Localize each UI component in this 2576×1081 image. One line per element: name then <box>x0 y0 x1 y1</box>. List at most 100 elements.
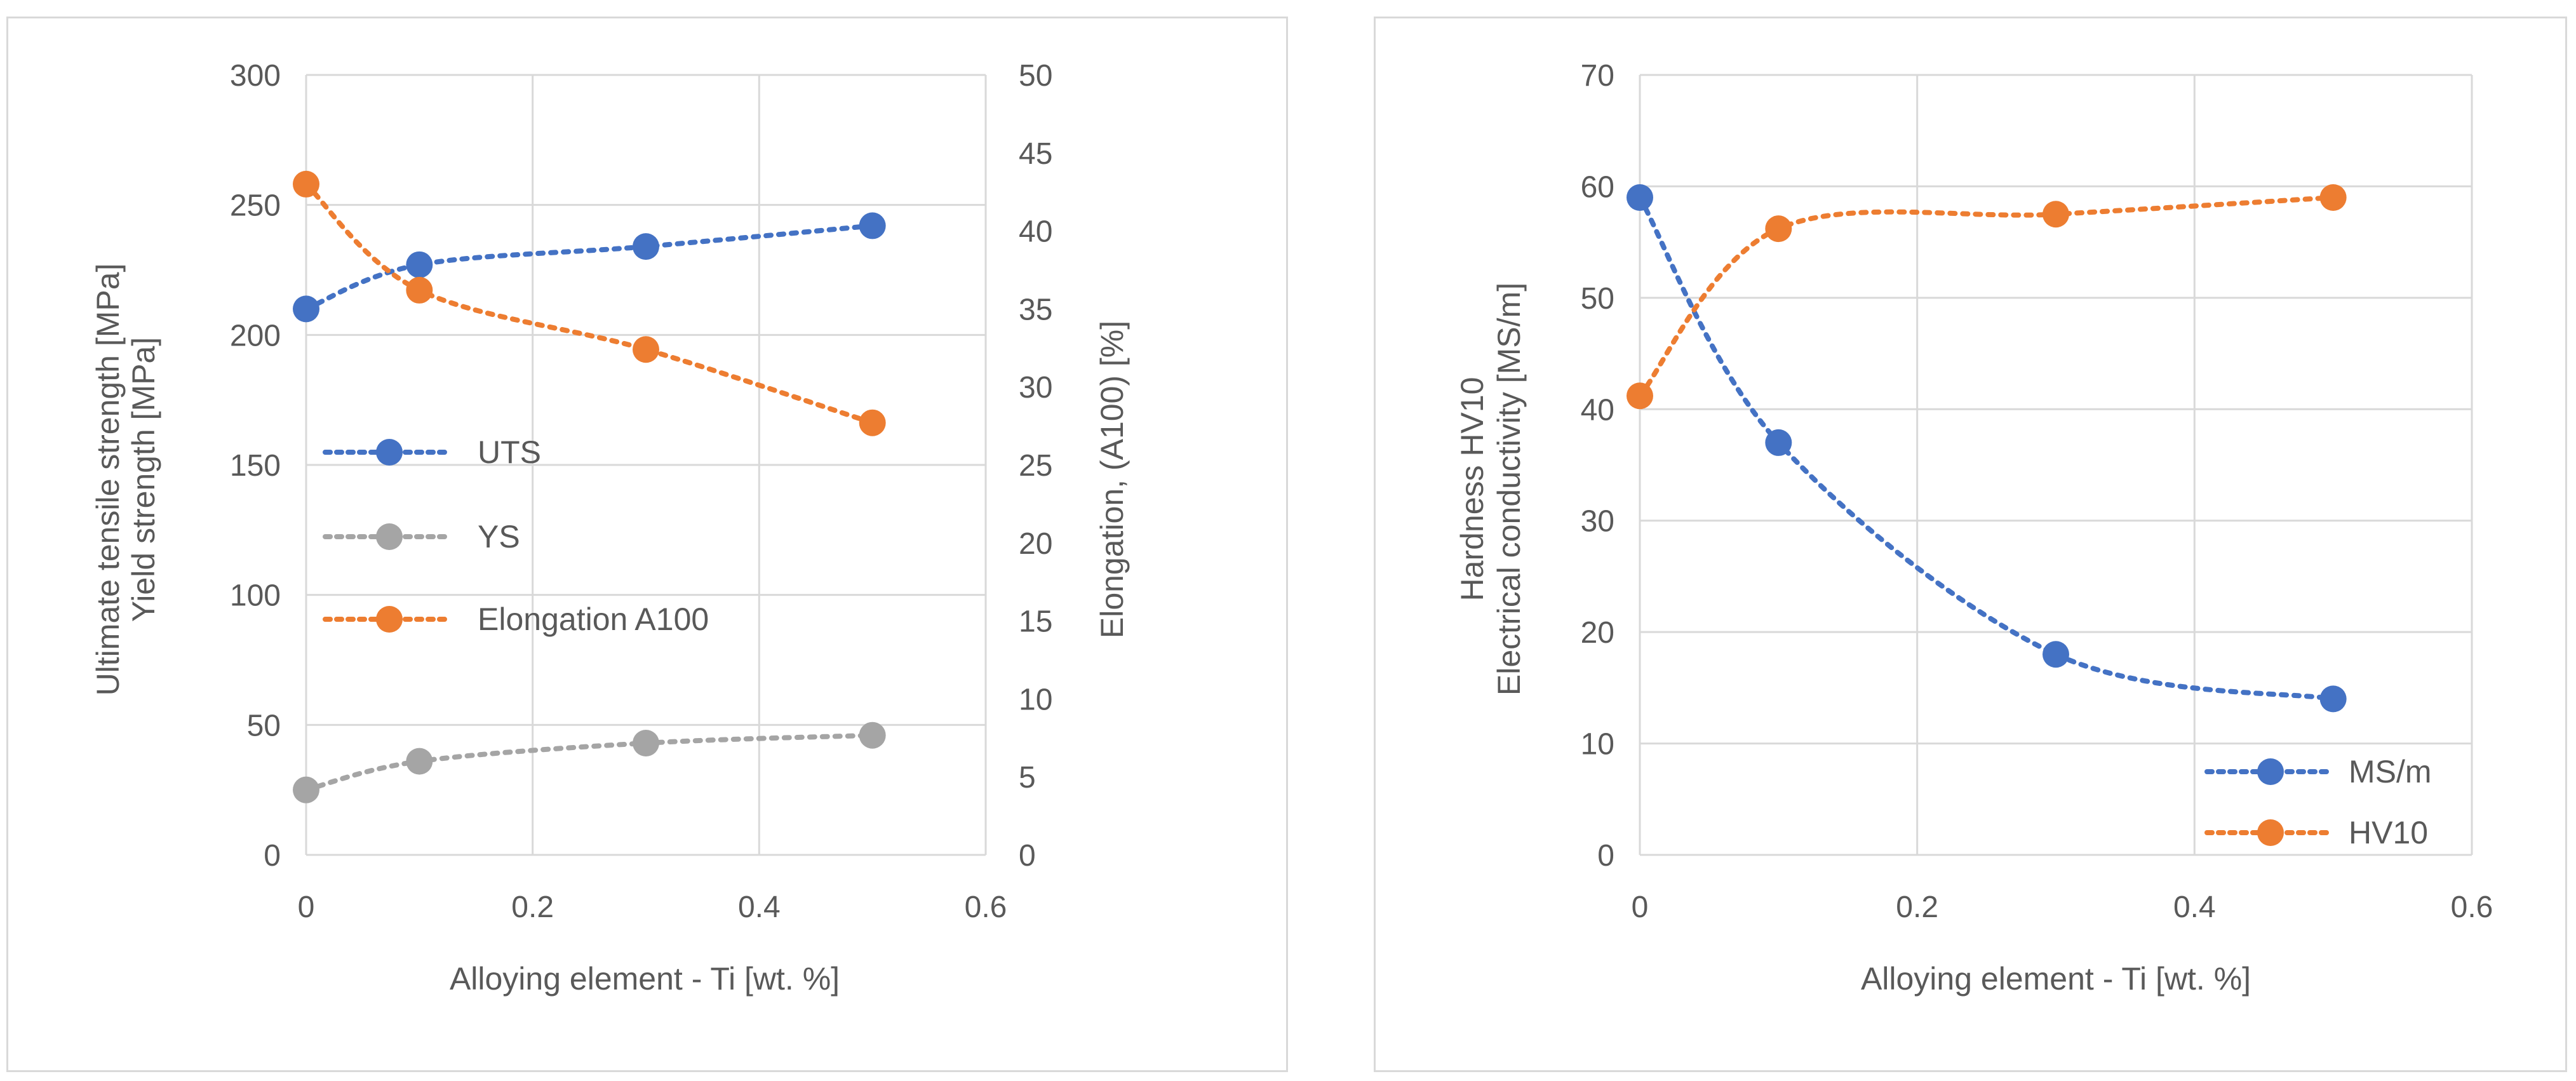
left-chart-x-axis-label: Alloying element - Ti [wt. %] <box>450 961 840 997</box>
left-chart-y2-tick-30: 30 <box>1019 371 1052 405</box>
right-chart-line-hv10 <box>1637 194 2336 399</box>
left-chart-series-ys <box>293 722 886 803</box>
right-chart-x-ticks: 0 0.2 0.4 0.6 <box>1632 890 2493 924</box>
left-chart-line-uts <box>304 223 875 312</box>
left-chart-x-tick-0-2: 0.2 <box>511 890 554 924</box>
legend-marker-uts <box>376 439 403 466</box>
legend-marker-ms-m <box>2257 758 2284 785</box>
left-chart-point-ys-1 <box>406 748 433 775</box>
right-chart-x-axis-label: Alloying element - Ti [wt. %] <box>1861 961 2251 997</box>
left-chart-y-axis-label-line1: Ultimate tensile strength [MPa] <box>90 264 126 696</box>
left-chart-y-tick-200: 200 <box>230 319 281 352</box>
left-chart-y-tick-50: 50 <box>247 709 281 742</box>
left-chart-series <box>293 170 886 803</box>
left-chart-y2-tick-25: 25 <box>1019 449 1052 483</box>
left-chart-series-elongation-a100 <box>293 170 886 436</box>
right-chart-y-tick-50: 50 <box>1581 282 1614 316</box>
right-chart-legend: MS/m HV10 <box>2204 754 2432 850</box>
left-chart-y2-axis-label: Elongation, (A100) [%] <box>1094 321 1130 638</box>
left-chart-point-elongation-a100-3 <box>859 409 886 436</box>
right-chart-y-axis-label-line2: Electrical conductivity [MS/m] <box>1491 283 1527 695</box>
right-chart-x-tick-0-2: 0.2 <box>1896 890 1938 924</box>
legend-item-ys: YS <box>323 519 520 554</box>
right-chart-point-ms-m-0 <box>1627 184 1653 211</box>
left-chart-y-tick-300: 300 <box>230 59 281 93</box>
left-chart-legend: UTS YS Elongation A100 <box>323 434 709 637</box>
legend-marker-elongation <box>376 606 403 633</box>
right-chart-point-ms-m-3 <box>2319 685 2347 713</box>
left-chart-y2-ticks: 0 5 10 15 20 25 30 35 40 45 50 <box>1019 59 1052 873</box>
left-chart-y2-tick-50: 50 <box>1019 59 1052 93</box>
legend-label-elongation: Elongation A100 <box>478 601 709 637</box>
right-chart-point-hv10-3 <box>2319 184 2347 211</box>
legend-label-uts: UTS <box>478 434 541 470</box>
left-chart-point-uts-2 <box>633 233 659 260</box>
right-chart-y-tick-40: 40 <box>1581 393 1614 427</box>
right-chart-y-ticks: 0 10 20 30 40 50 60 70 <box>1581 59 1614 873</box>
left-chart-point-ys-3 <box>859 722 886 749</box>
left-chart-line-elongation-a100 <box>304 181 875 426</box>
right-chart-gridlines <box>1639 74 2473 856</box>
left-chart-x-tick-0: 0 <box>298 890 315 924</box>
left-chart-y-tick-100: 100 <box>230 579 281 613</box>
right-chart-point-hv10-1 <box>1765 215 1792 243</box>
left-chart-y-ticks: 0 50 100 150 200 250 300 <box>230 59 281 873</box>
legend-item-uts: UTS <box>323 434 541 470</box>
right-chart-point-ms-m-1 <box>1765 429 1792 456</box>
left-chart-gridlines <box>305 74 987 856</box>
left-chart-point-uts-0 <box>293 295 319 323</box>
left-chart-y-tick-250: 250 <box>230 189 281 223</box>
right-chart-point-hv10-2 <box>2043 201 2069 228</box>
legend-item-elongation: Elongation A100 <box>323 601 709 637</box>
left-chart-y2-tick-35: 35 <box>1019 293 1052 326</box>
left-chart-y2-tick-15: 15 <box>1019 605 1052 639</box>
right-chart-y-tick-10: 10 <box>1581 728 1614 762</box>
left-chart-y-axis-label-line2: Yield strength [MPa] <box>126 337 161 622</box>
left-chart-y-tick-0: 0 <box>264 839 281 873</box>
right-chart-y-axis-label-line1: Hardness HV10 <box>1454 377 1490 601</box>
chart-panel-right <box>1374 17 2567 1072</box>
legend-marker-ys <box>376 523 403 550</box>
left-chart-x-ticks: 0 0.2 0.4 0.6 <box>298 890 1007 924</box>
legend-label-ms-m: MS/m <box>2349 754 2432 789</box>
left-chart-point-elongation-a100-2 <box>633 336 659 363</box>
right-chart-y-tick-70: 70 <box>1581 59 1614 93</box>
left-chart-point-elongation-a100-0 <box>293 170 319 198</box>
legend-item-hv10: HV10 <box>2204 815 2428 850</box>
left-chart-x-tick-0-6: 0.6 <box>965 890 1007 924</box>
left-chart-y2-tick-0: 0 <box>1019 839 1036 873</box>
right-chart-point-hv10-0 <box>1627 382 1653 410</box>
left-chart-series-uts <box>293 212 886 323</box>
right-chart-y-tick-20: 20 <box>1581 616 1614 650</box>
right-chart-series-ms-m <box>1627 184 2347 713</box>
left-chart-y2-tick-5: 5 <box>1019 761 1036 795</box>
legend-label-ys: YS <box>478 519 520 554</box>
right-chart-x-tick-0: 0 <box>1632 890 1649 924</box>
left-chart-y2-tick-40: 40 <box>1019 215 1052 249</box>
left-chart-point-uts-3 <box>859 212 886 239</box>
left-chart-point-ys-2 <box>633 729 659 756</box>
legend-marker-hv10 <box>2257 819 2284 846</box>
legend-item-ms-m: MS/m <box>2204 754 2432 789</box>
right-chart-x-tick-0-6: 0.6 <box>2451 890 2493 924</box>
right-chart-series <box>1627 184 2347 713</box>
left-chart-x-tick-0-4: 0.4 <box>738 890 781 924</box>
left-chart-y2-tick-20: 20 <box>1019 527 1052 561</box>
right-chart-point-ms-m-2 <box>2043 641 2069 668</box>
right-chart-line-ms-m <box>1637 194 2336 702</box>
right-chart-y-tick-0: 0 <box>1597 839 1614 873</box>
right-chart-y-tick-60: 60 <box>1581 170 1614 204</box>
chart-panel-left <box>6 17 1288 1072</box>
right-chart-series-hv10 <box>1627 184 2347 410</box>
left-chart-point-uts-1 <box>406 251 433 278</box>
left-chart-point-ys-0 <box>293 776 319 803</box>
left-chart-point-elongation-a100-1 <box>406 276 433 304</box>
legend-label-hv10: HV10 <box>2349 815 2428 850</box>
left-chart-line-ys <box>304 732 875 793</box>
right-chart-y-tick-30: 30 <box>1581 505 1614 539</box>
left-chart-y2-tick-10: 10 <box>1019 683 1052 716</box>
right-chart-x-tick-0-4: 0.4 <box>2173 890 2216 924</box>
left-chart-y2-tick-45: 45 <box>1019 137 1052 171</box>
left-chart-y-tick-150: 150 <box>230 449 281 483</box>
